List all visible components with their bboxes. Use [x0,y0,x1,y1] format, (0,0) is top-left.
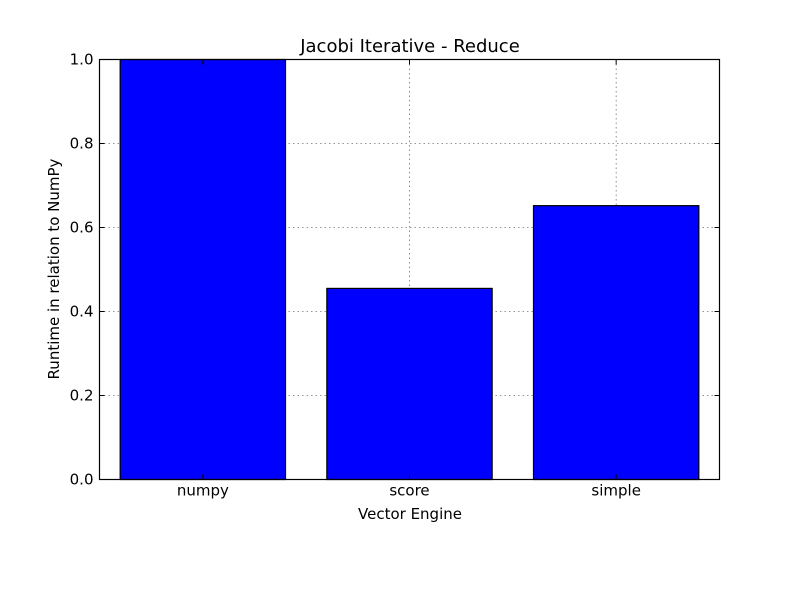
y-tick-label: 1.0 [70,51,94,69]
bar-score [326,287,493,481]
x-tick-label-numpy: numpy [177,482,229,500]
ticks [99,59,720,480]
bar-numpy [119,58,287,481]
bar-simple [532,205,700,481]
x-axis-label: Vector Engine [358,505,462,523]
tick-labels: 0.0 0.2 0.4 0.6 0.8 1.0 numpy score simple [70,51,641,500]
y-tick-label: 0.2 [70,387,94,405]
y-tick-label: 0.8 [70,135,94,153]
x-tick-label-simple: simple [591,482,641,500]
bars [119,58,700,481]
y-tick-label: 0.0 [70,471,94,489]
chart-title: Jacobi Iterative - Reduce [299,36,520,57]
x-tick-label-score: score [389,482,429,500]
y-tick-label: 0.4 [70,303,94,321]
y-axis-label: Runtime in relation to NumPy [45,158,63,379]
y-tick-label: 0.6 [70,219,94,237]
